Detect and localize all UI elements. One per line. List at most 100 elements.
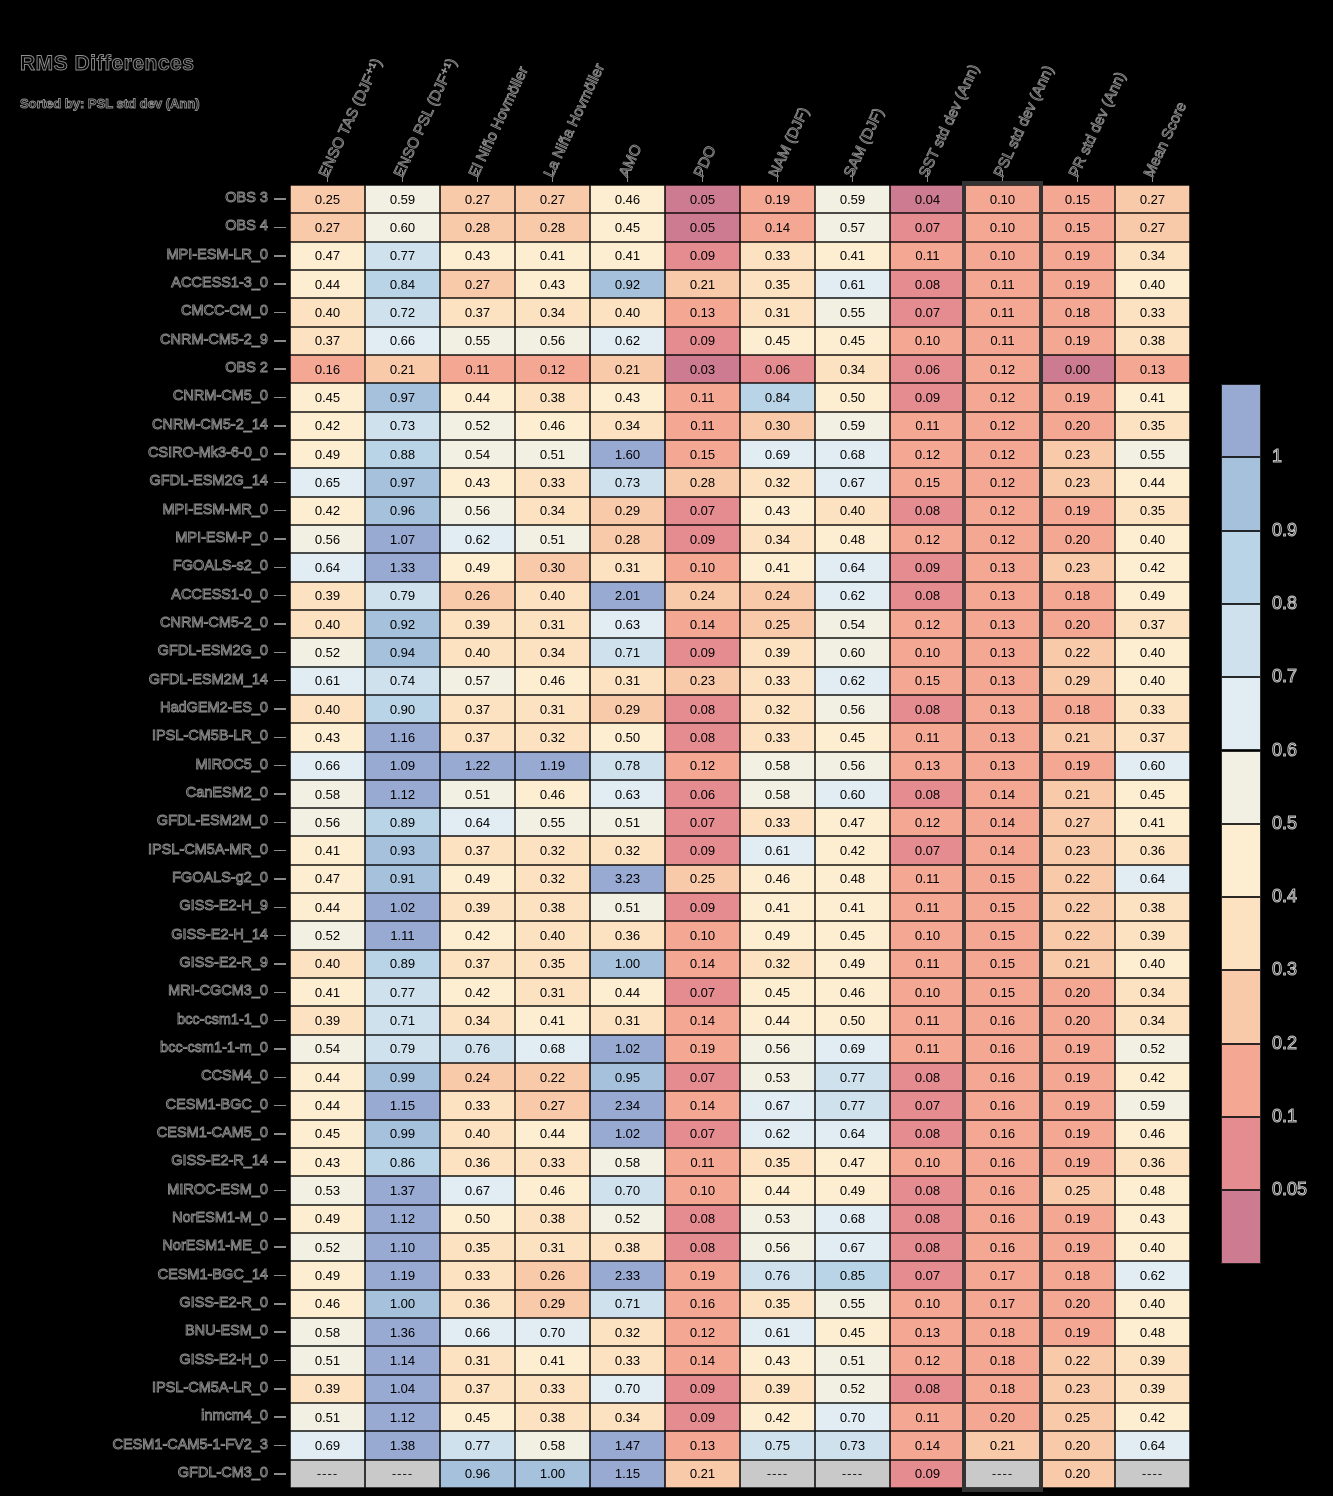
heatmap-cell: 0.32 bbox=[590, 836, 665, 865]
heatmap-cell: 0.67 bbox=[740, 1091, 815, 1120]
heatmap-cell: 0.14 bbox=[965, 836, 1040, 865]
heatmap-cell: 0.08 bbox=[890, 1374, 965, 1403]
heatmap-cell: 0.25 bbox=[1040, 1403, 1115, 1432]
heatmap-cell: 0.73 bbox=[365, 411, 440, 440]
heatmap-cell: 0.37 bbox=[440, 836, 515, 865]
heatmap-cell: 0.46 bbox=[515, 666, 590, 695]
heatmap-cell: 0.20 bbox=[1040, 1006, 1115, 1035]
heatmap-cell: 0.11 bbox=[890, 241, 965, 270]
heatmap-cell: 0.36 bbox=[440, 1148, 515, 1177]
row-tick bbox=[274, 340, 286, 342]
colorbar-segment bbox=[1221, 457, 1261, 531]
heatmap-cell: 0.38 bbox=[1115, 893, 1190, 922]
heatmap-cell: 0.64 bbox=[290, 553, 365, 582]
heatmap-cell: 0.94 bbox=[365, 638, 440, 667]
heatmap-cell: 0.09 bbox=[665, 836, 740, 865]
heatmap-cell: 0.09 bbox=[665, 638, 740, 667]
heatmap-cell: 0.24 bbox=[740, 581, 815, 610]
row-tick bbox=[274, 1246, 286, 1248]
heatmap-cell: 0.47 bbox=[290, 241, 365, 270]
row-label: CNRM-CM5-2_0 bbox=[160, 615, 269, 632]
heatmap-cell: 0.03 bbox=[665, 354, 740, 384]
heatmap-cell: 0.33 bbox=[590, 1346, 665, 1375]
heatmap-cell: 0.40 bbox=[1115, 524, 1190, 554]
heatmap-cell: 0.35 bbox=[740, 1289, 815, 1319]
heatmap-cell: 0.15 bbox=[1040, 213, 1115, 242]
heatmap-cell: 0.09 bbox=[665, 1374, 740, 1403]
row-label: GFDL-ESM2M_14 bbox=[148, 671, 268, 688]
heatmap-cell: 0.14 bbox=[665, 949, 740, 979]
heatmap-cell: 0.39 bbox=[290, 581, 365, 610]
heatmap-cell: 1.04 bbox=[365, 1374, 440, 1403]
heatmap-cell: 0.92 bbox=[590, 269, 665, 299]
heatmap-cell: 0.35 bbox=[740, 269, 815, 299]
heatmap-cell: 0.33 bbox=[440, 1261, 515, 1290]
heatmap-cell: 0.64 bbox=[440, 808, 515, 837]
row-tick bbox=[274, 849, 286, 852]
heatmap-cell: 0.33 bbox=[515, 1148, 590, 1177]
heatmap-cell: 0.16 bbox=[965, 1204, 1040, 1234]
heatmap-cell: 1.02 bbox=[590, 1034, 665, 1064]
heatmap-cell: 0.40 bbox=[1115, 666, 1190, 695]
heatmap-cell: 0.08 bbox=[890, 269, 965, 299]
heatmap-cell: 0.10 bbox=[890, 978, 965, 1007]
heatmap-cell: 0.27 bbox=[515, 1091, 590, 1120]
heatmap-cell: 0.15 bbox=[965, 921, 1040, 950]
heatmap-cell: 0.35 bbox=[440, 1233, 515, 1262]
heatmap-cell: 0.49 bbox=[815, 949, 890, 979]
heatmap-cell: 0.18 bbox=[965, 1374, 1040, 1403]
heatmap-cell: 0.59 bbox=[365, 185, 440, 214]
heatmap-cell: 0.45 bbox=[815, 326, 890, 355]
heatmap-cell: 0.22 bbox=[1040, 921, 1115, 950]
heatmap-cell: 0.64 bbox=[1115, 1431, 1190, 1460]
heatmap-cell: 0.39 bbox=[1115, 921, 1190, 950]
heatmap-cell: 0.45 bbox=[290, 1119, 365, 1149]
heatmap-cell: 0.99 bbox=[365, 1063, 440, 1092]
heatmap-cell: ---- bbox=[290, 1459, 365, 1488]
heatmap-cell: 0.45 bbox=[815, 723, 890, 752]
heatmap-cell: 0.40 bbox=[290, 609, 365, 639]
heatmap-cell: 0.43 bbox=[740, 496, 815, 525]
heatmap-cell: 0.19 bbox=[1040, 269, 1115, 299]
heatmap-cell: 0.42 bbox=[1115, 553, 1190, 582]
row-label: MPI-ESM-LR_0 bbox=[166, 246, 268, 263]
heatmap-cell: 0.19 bbox=[665, 1261, 740, 1290]
heatmap-cell: 0.36 bbox=[590, 921, 665, 950]
colorbar-segment bbox=[1221, 970, 1261, 1044]
heatmap-cell: 0.28 bbox=[515, 213, 590, 242]
row-label: GFDL-ESM2G_0 bbox=[157, 643, 268, 660]
heatmap-cell: 0.39 bbox=[440, 609, 515, 639]
column-tick bbox=[1001, 170, 1004, 182]
heatmap-cell: 0.56 bbox=[290, 808, 365, 837]
heatmap-cell: 0.58 bbox=[290, 779, 365, 809]
row-tick bbox=[274, 651, 286, 654]
heatmap-cell: 0.09 bbox=[890, 383, 965, 412]
heatmap-cell: 0.96 bbox=[440, 1459, 515, 1488]
heatmap-cell: 0.20 bbox=[1040, 524, 1115, 554]
heatmap-cell: 0.12 bbox=[965, 354, 1040, 384]
colorbar-segment bbox=[1221, 1190, 1261, 1264]
heatmap-cell: 0.77 bbox=[365, 978, 440, 1007]
row-label: GFDL-CM3_0 bbox=[177, 1464, 268, 1481]
heatmap-cell: 0.34 bbox=[440, 1006, 515, 1035]
heatmap-cell: 0.13 bbox=[665, 298, 740, 327]
heatmap-cell: 0.47 bbox=[815, 1148, 890, 1177]
heatmap-cell: 0.95 bbox=[590, 1063, 665, 1092]
heatmap-cell: 0.59 bbox=[815, 411, 890, 440]
heatmap-cell: 0.42 bbox=[1115, 1403, 1190, 1432]
heatmap-cell: 0.65 bbox=[290, 468, 365, 497]
heatmap-cell: 0.29 bbox=[590, 496, 665, 525]
row-label: NorESM1-ME_0 bbox=[162, 1238, 268, 1255]
heatmap-cell: 0.20 bbox=[1040, 978, 1115, 1007]
heatmap-cell: 0.19 bbox=[1040, 1148, 1115, 1177]
heatmap-cell: 0.23 bbox=[1040, 836, 1115, 865]
heatmap-cell: 0.32 bbox=[515, 836, 590, 865]
heatmap-cell: 0.21 bbox=[1040, 949, 1115, 979]
heatmap-cell: 0.31 bbox=[515, 609, 590, 639]
heatmap-cell: 0.33 bbox=[740, 241, 815, 270]
heatmap-cell: 0.58 bbox=[740, 751, 815, 780]
heatmap-cell: 0.10 bbox=[890, 1148, 965, 1177]
heatmap-cell: 0.10 bbox=[890, 1289, 965, 1319]
heatmap-cell: 0.33 bbox=[515, 468, 590, 497]
column-tick bbox=[851, 170, 854, 182]
